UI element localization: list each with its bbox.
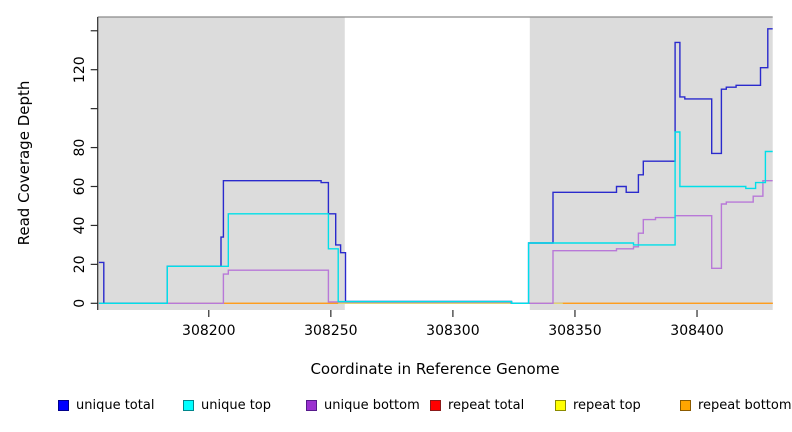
y-axis-title: Read Coverage Depth <box>15 80 33 246</box>
legend-label: repeat bottom <box>698 397 792 413</box>
legend-label: repeat top <box>573 397 641 413</box>
x-tick-label: 308250 <box>304 323 357 339</box>
y-tick-label: 80 <box>72 139 88 157</box>
chart-legend: unique total unique top unique bottom repea… <box>0 397 792 421</box>
plot-background-layer <box>97 16 773 310</box>
shaded-region <box>529 17 773 310</box>
y-tick-label: 20 <box>72 255 88 273</box>
legend-item-repeat-top: repeat top <box>555 397 641 413</box>
x-tick-label: 308400 <box>670 323 723 339</box>
series-layer <box>98 28 773 304</box>
legend-swatch-icon <box>555 399 566 411</box>
legend-item-repeat-total: repeat total <box>430 397 524 413</box>
legend-swatch-icon <box>430 399 441 411</box>
x-tick-label: 308200 <box>182 323 235 339</box>
y-tick-label: 60 <box>72 178 88 196</box>
axes-layer: 0 20 40 60 80 120 308200 308250 308300 308350 3084… <box>72 17 724 339</box>
legend-swatch-icon <box>183 399 194 411</box>
legend-swatch-icon <box>58 399 69 411</box>
legend-swatch-icon <box>306 399 317 411</box>
legend-swatch-icon <box>680 399 691 411</box>
series-line-unique-total <box>98 28 773 304</box>
y-tick-label: 0 <box>72 299 88 308</box>
y-tick-label: 40 <box>72 217 88 235</box>
legend-item-unique-top: unique top <box>183 397 271 413</box>
legend-item-repeat-bottom: repeat bottom <box>680 397 792 413</box>
series-line-unique-bottom <box>98 180 773 304</box>
y-tick-label: 120 <box>72 56 88 83</box>
x-axis-title: Coordinate in Reference Genome <box>310 360 560 378</box>
legend-item-unique-total: unique total <box>58 397 154 413</box>
legend-label: unique top <box>201 397 272 413</box>
legend-item-unique-bottom: unique bottom <box>306 397 420 413</box>
legend-label: unique total <box>76 397 155 413</box>
x-tick-label: 308300 <box>426 323 479 339</box>
legend-label: repeat total <box>448 397 525 413</box>
x-tick-label: 308350 <box>548 323 601 339</box>
legend-label: unique bottom <box>324 397 420 413</box>
series-line-unique-top <box>98 131 773 304</box>
